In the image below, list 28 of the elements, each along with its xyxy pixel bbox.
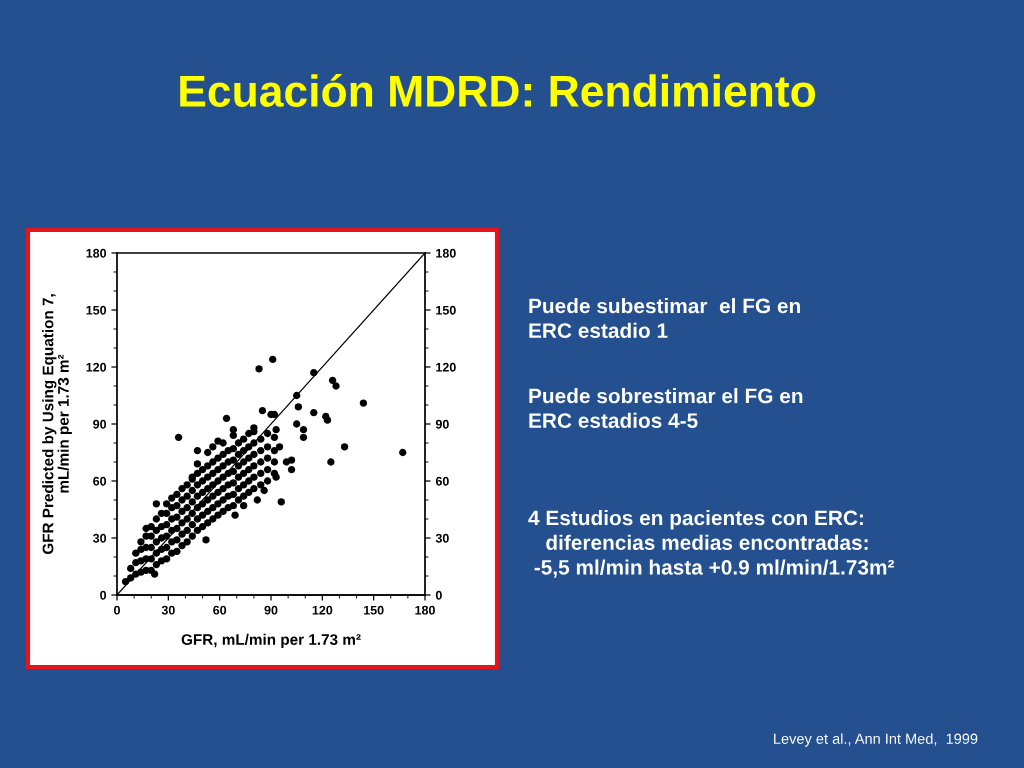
text: Puede sobrestimar el FG en ERC estadios 4-5	[529, 388, 803, 429]
y2-tick-label: 150	[436, 305, 456, 315]
y-tick-label: 30	[92, 533, 107, 543]
x-axis-title: GFR, mL/min per 1.73 m²	[181, 633, 361, 648]
y-tick-label: 180	[86, 248, 107, 258]
y2-tick-label: 120	[436, 362, 456, 372]
y-tick-label: 120	[86, 362, 107, 372]
y2-tick-label: 0	[435, 590, 442, 600]
y-tick-label: 60	[93, 476, 107, 486]
x-tick-label: 90	[264, 605, 278, 615]
x-tick-label: 150	[364, 605, 384, 615]
x-tick-label: 0	[114, 605, 120, 615]
y-tick-label: 0	[100, 590, 107, 600]
x-tick-label: 30	[161, 605, 175, 615]
x-tick-label: 120	[312, 605, 333, 615]
text: 4 Estudios en pacientes con ERC: diferencias medias encontradas: -5,5 ml/min hasta +0.9 ml/min/1.73m²	[528, 510, 895, 578]
x-tick-label: 180	[415, 605, 435, 615]
y-tick-label: 90	[93, 419, 107, 429]
chart-title: Ecuación MDRD: Rendimiento	[180, 73, 816, 107]
y2-tick-label: 90	[435, 419, 449, 429]
y2-tick-label: 60	[435, 476, 449, 486]
y-axis-title: GFR Predicted by Using Equation 7, mL/min per 1.73 m²	[42, 294, 72, 555]
text: Levey et al., Ann Int Med, 1999	[774, 733, 978, 747]
y-tick-label: 150	[86, 305, 107, 315]
y2-tick-label: 30	[435, 533, 449, 543]
text: Puede subestimar el FG en ERC estadio 1	[529, 298, 800, 339]
y2-tick-label: 180	[436, 248, 456, 258]
x-tick-label: 60	[213, 605, 227, 615]
